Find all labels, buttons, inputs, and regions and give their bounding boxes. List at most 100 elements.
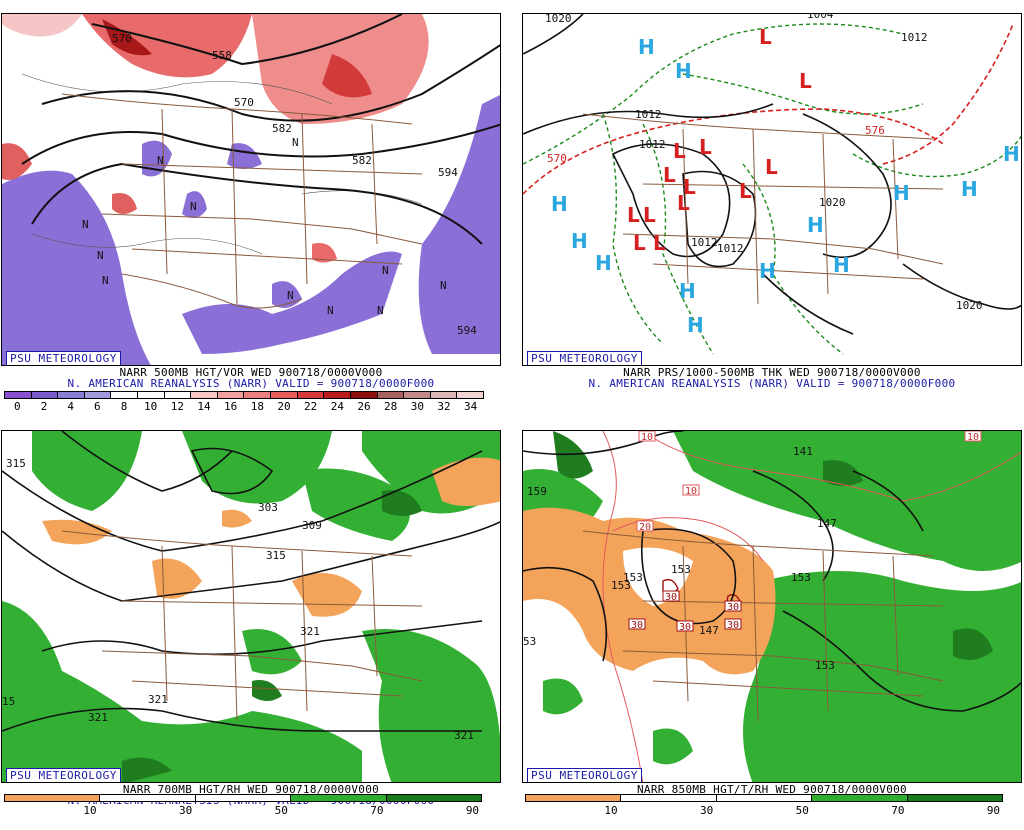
colorbar-ticks: 0 2 4 6 8 10 12 14 16 18 20 22 24 26 28 30 32 34 [4, 401, 484, 413]
colorbar-swatch [5, 392, 32, 398]
colorbar-swatch [324, 392, 351, 398]
contour-label: 315 [6, 457, 26, 470]
map-title: NARR 500MB HGT/VOR WED 900718/0000V000 [119, 366, 383, 379]
contour-label: 1020 [545, 14, 572, 25]
high-pressure-marker: H [833, 253, 850, 277]
colorbar-swatch [84, 392, 112, 398]
high-pressure-marker: H [571, 229, 588, 253]
hgt-labels-700: 315 303 309 315 321 321 321 321 15 [2, 457, 474, 742]
vort-marker: N [82, 218, 89, 231]
contour-label: 321 [300, 625, 320, 638]
thickness-label: 576 [865, 124, 885, 137]
high-pressure-marker: H [893, 181, 910, 205]
contour-label: 1004 [807, 14, 834, 21]
colorbar-tick-label: 32 [437, 400, 451, 413]
panel-pressure-thickness: 1020 1004 1012 1012 1012 1012 1012 1020 … [522, 13, 1022, 413]
contour-label: 1020 [956, 299, 983, 312]
colorbar-tick-label: 0 [14, 400, 21, 413]
colorbar-ticks: 10 30 50 70 90 [4, 805, 482, 817]
colorbar-tick-label: 18 [250, 400, 264, 413]
contour-label: 582 [272, 122, 292, 135]
colorbar-swatch [457, 392, 483, 398]
colorbar-ticks: 10 30 50 70 90 [525, 805, 1003, 817]
low-pressure-marker: L [683, 175, 696, 199]
high-pressure-marker: H [1003, 142, 1020, 166]
panel-500mb-vorticity: 558 570 582 582 594 594 570 N N N N N N … [1, 13, 501, 413]
rh-field-700 [2, 431, 500, 782]
map-subtitle: N. AMERICAN REANALYSIS (NARR) VALID = 90… [67, 377, 435, 390]
contour-label: 153 [671, 563, 691, 576]
contour-label: 1012 [635, 108, 662, 121]
colorbar-swatch [58, 392, 85, 398]
contour-label: 594 [438, 166, 458, 179]
low-pressure-marker: L [673, 139, 686, 163]
temp-label: 10 [685, 486, 697, 497]
vort-marker: N [327, 304, 334, 317]
high-pressure-marker: H [807, 213, 824, 237]
contour-label: 570 [234, 96, 254, 109]
colorbar-tick-label: 30 [179, 804, 193, 817]
high-pressure-marker: H [759, 259, 776, 283]
temperature-labels: 10 10 10 20 30 30 30 30 30 [628, 431, 982, 633]
colorbar-tick-label: 12 [170, 400, 184, 413]
colorbar-tick-label: 90 [986, 804, 1001, 817]
contour-label: 159 [527, 485, 547, 498]
low-pressure-marker: L [765, 155, 778, 179]
colorbar-swatch [386, 795, 482, 801]
colorbar [4, 794, 482, 802]
high-pressure-marker: H [679, 279, 696, 303]
contour-label: 147 [699, 624, 719, 637]
colorbar-tick-label: 16 [224, 400, 238, 413]
contour-label: 558 [212, 49, 232, 62]
temp-label: 20 [639, 522, 651, 533]
vorticity-field [2, 14, 500, 365]
contour-label: 321 [88, 711, 108, 724]
colorbar-tick-label: 14 [197, 400, 211, 413]
vort-marker: N [190, 200, 197, 213]
colorbar-swatch [100, 795, 196, 801]
temp-label: 10 [967, 432, 979, 443]
colorbar-tick-label: 6 [94, 400, 101, 413]
colorbar-tick-label: 70 [891, 804, 905, 817]
contour-label: 153 [611, 579, 631, 592]
colorbar-tick-label: 10 [144, 400, 158, 413]
contour-label: 570 [112, 32, 132, 45]
colorbar-tick-label: 28 [384, 400, 398, 413]
map-pressure: 1020 1004 1012 1012 1012 1012 1012 1020 … [522, 13, 1022, 366]
panel-700mb-rh: 315 303 309 315 321 321 321 321 15 PSU M… [1, 430, 501, 830]
colorbar-swatch [404, 392, 431, 398]
low-pressure-marker: L [633, 231, 646, 255]
vort-marker: N [440, 279, 447, 292]
colorbar-tick-label: 70 [370, 804, 384, 817]
colorbar-swatch [244, 392, 272, 398]
low-pressure-marker: L [643, 203, 656, 227]
contour-label: 1012 [639, 138, 666, 151]
vort-marker: N [157, 154, 164, 167]
colorbar-swatch [297, 392, 325, 398]
high-pressure-marker: H [675, 59, 692, 83]
map-subtitle: N. AMERICAN REANALYSIS (NARR) VALID = 90… [588, 377, 956, 390]
colorbar-swatch [907, 795, 1003, 801]
colorbar-tick-label: 24 [330, 400, 344, 413]
colorbar-swatch [812, 795, 908, 801]
colorbar-tick-label: 10 [83, 804, 97, 817]
contour-label: 582 [352, 154, 372, 167]
temp-label: 30 [665, 592, 677, 603]
colorbar-swatch [526, 795, 622, 801]
colorbar-swatch [195, 795, 292, 801]
contour-label: 53 [523, 635, 536, 648]
high-pressure-marker: H [595, 251, 612, 275]
colorbar-tick-label: 4 [67, 400, 74, 413]
colorbar-swatch [111, 392, 139, 398]
colorbar-tick-label: 26 [357, 400, 371, 413]
colorbar-tick-label: 34 [464, 400, 478, 413]
colorbar-swatch [621, 795, 717, 801]
temp-label: 30 [631, 620, 643, 631]
contour-label: 315 [266, 549, 286, 562]
vort-marker: N [292, 136, 299, 149]
vort-marker: N [97, 249, 104, 262]
colorbar-tick-label: 30 [700, 804, 714, 817]
colorbar [4, 391, 484, 399]
colorbar-tick-label: 2 [40, 400, 48, 413]
colorbar-tick-label: 22 [304, 400, 318, 413]
